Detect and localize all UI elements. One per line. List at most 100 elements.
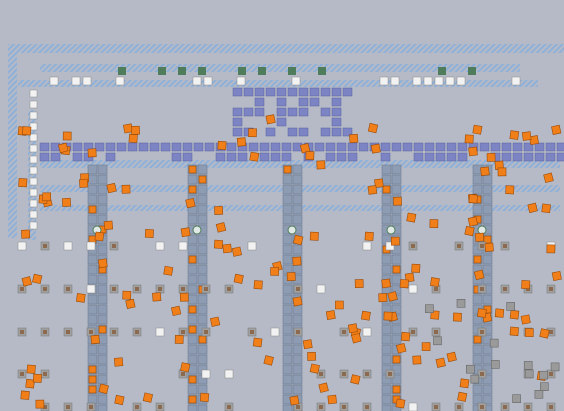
machine-core xyxy=(526,405,530,409)
column-tile xyxy=(87,264,98,275)
rubble xyxy=(523,361,533,370)
belt xyxy=(8,44,564,53)
column-tile xyxy=(187,294,198,305)
column-tile xyxy=(97,174,108,185)
ore xyxy=(464,134,474,144)
machine-core xyxy=(342,405,346,409)
storage-tile xyxy=(534,142,545,152)
ore xyxy=(128,133,138,143)
ore xyxy=(283,165,292,174)
ore xyxy=(35,399,45,409)
column-tile xyxy=(391,364,402,375)
belt xyxy=(40,160,560,168)
item-marker xyxy=(178,241,188,251)
ore xyxy=(473,335,482,344)
storage-tile xyxy=(276,107,287,117)
column-tile xyxy=(197,274,208,285)
column-tile xyxy=(282,334,293,345)
column-tile xyxy=(97,394,108,405)
storage-tile xyxy=(435,152,446,162)
column-tile xyxy=(472,184,483,195)
column-tile xyxy=(97,354,108,365)
ore xyxy=(509,326,519,336)
column-tile xyxy=(292,314,303,325)
column-tile xyxy=(292,204,303,215)
ore xyxy=(152,292,162,302)
item-marker xyxy=(29,100,38,109)
storage-tile xyxy=(193,142,204,152)
ore xyxy=(509,309,520,320)
item-marker xyxy=(434,76,444,86)
storage-tile xyxy=(331,127,342,137)
ore xyxy=(349,133,359,144)
ore xyxy=(209,316,221,327)
storage-tile xyxy=(171,152,182,162)
ore xyxy=(378,293,388,303)
ore xyxy=(214,205,224,215)
column-tile xyxy=(282,174,293,185)
ore xyxy=(25,378,35,389)
machine-core xyxy=(365,372,369,376)
ore xyxy=(399,279,409,289)
sorter xyxy=(238,67,246,75)
column-tile xyxy=(87,214,98,225)
column-tile xyxy=(282,344,293,355)
ore xyxy=(18,178,28,188)
machine-core xyxy=(411,244,415,248)
machine-core xyxy=(112,287,116,291)
item-marker xyxy=(316,284,326,294)
ore xyxy=(188,395,197,404)
column-tile xyxy=(97,204,108,215)
storage-tile xyxy=(265,87,276,97)
machine-core xyxy=(549,330,553,334)
storage-tile xyxy=(248,142,259,152)
machine-core xyxy=(296,405,300,409)
ore xyxy=(457,391,468,402)
item-marker xyxy=(247,241,257,251)
storage-tile xyxy=(402,142,413,152)
column-tile xyxy=(472,384,483,395)
storage-tile xyxy=(446,142,457,152)
item-marker xyxy=(390,76,400,86)
column-tile xyxy=(292,374,303,385)
column-tile xyxy=(391,374,402,385)
machine-core xyxy=(135,287,139,291)
column-tile xyxy=(197,264,208,275)
storage-tile xyxy=(226,152,237,162)
storage-tile xyxy=(320,87,331,97)
column-tile xyxy=(391,254,402,265)
ore xyxy=(233,273,244,284)
ore xyxy=(289,395,300,406)
ore xyxy=(551,270,562,282)
storage-tile xyxy=(105,152,116,162)
ore xyxy=(217,140,227,151)
ore xyxy=(392,265,401,274)
ore xyxy=(88,205,97,214)
ore xyxy=(252,337,263,348)
ore xyxy=(265,114,276,125)
item-marker xyxy=(385,241,395,251)
ore xyxy=(483,235,492,244)
storage-tile xyxy=(413,142,424,152)
machine-core xyxy=(204,287,208,291)
storage-tile xyxy=(320,127,331,137)
belt xyxy=(8,53,17,238)
ore xyxy=(113,357,124,367)
storage-tile xyxy=(320,107,331,117)
machine-core xyxy=(480,330,484,334)
rubble xyxy=(489,338,499,348)
ore xyxy=(347,323,358,334)
machine-core xyxy=(457,405,461,409)
storage-tile xyxy=(254,87,265,97)
column-tile xyxy=(391,184,402,195)
ore xyxy=(382,185,391,194)
ore xyxy=(318,382,329,393)
ore xyxy=(383,311,393,321)
column-tile xyxy=(482,254,493,265)
column-tile xyxy=(292,214,303,225)
rubble xyxy=(512,394,521,404)
node xyxy=(192,225,202,235)
column-tile xyxy=(292,244,303,255)
machine-core xyxy=(503,405,507,409)
ore xyxy=(505,185,515,195)
